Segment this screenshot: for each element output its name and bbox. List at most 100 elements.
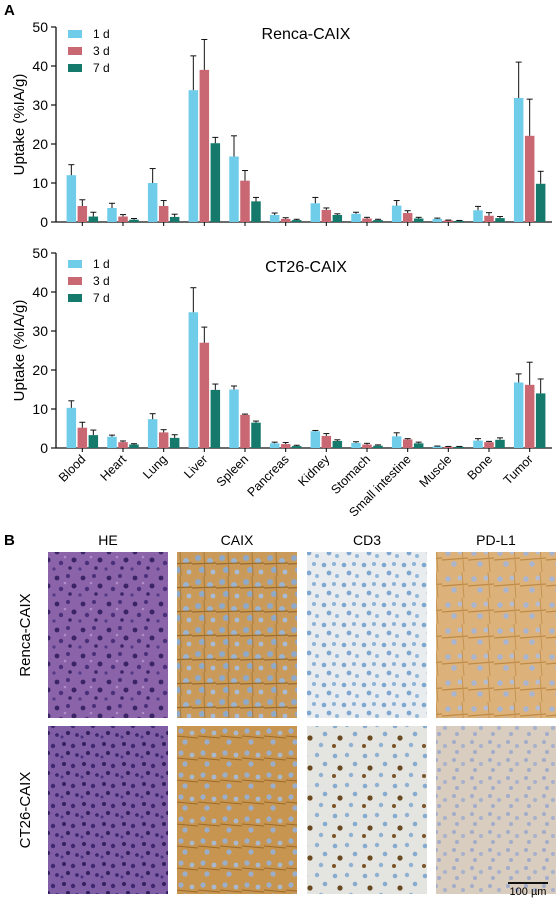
bar [432, 218, 443, 222]
bar [332, 440, 343, 448]
chart-title: CT26-CAIX [265, 259, 347, 276]
x-tick-label: Liver [181, 452, 210, 481]
y-axis-label: Uptake (%IA/g) [11, 74, 28, 176]
x-tick-label: Heart [98, 452, 130, 484]
histology-column-label: CAIX [221, 532, 254, 548]
bar [129, 444, 139, 448]
chart-ct26-caix: 0 10 20 30 40 50 Uptake (%IA/g) CT26-CAIX Blood H… [11, 245, 552, 520]
bar [291, 446, 302, 448]
bar [66, 407, 77, 448]
bar [535, 183, 546, 222]
histology-row-label: Renca-CAIX [17, 593, 34, 676]
histology-image [307, 552, 427, 718]
bar [280, 218, 291, 222]
bar [269, 214, 280, 222]
panel-label-a: A [4, 2, 15, 19]
bar [495, 439, 505, 448]
bar [484, 442, 494, 448]
bar [88, 435, 99, 448]
legend-swatch [68, 277, 82, 285]
bar [362, 218, 372, 222]
bar [351, 213, 361, 222]
bar [513, 97, 524, 222]
bar [413, 218, 424, 222]
bar [199, 342, 210, 448]
legend-swatch [68, 64, 82, 72]
bar [332, 214, 343, 222]
x-tick-label: Kidney [296, 452, 333, 489]
bar [251, 201, 261, 222]
histology-panel: HE CAIX CD3 PD-L1 Renca-CAIX CT26-CAIX 100 µm [17, 532, 556, 898]
bar [118, 442, 128, 448]
bar [373, 220, 383, 222]
y-tick-label: 30 [32, 97, 48, 113]
y-tick-label: 20 [32, 362, 48, 378]
y-tick-label: 10 [32, 401, 48, 417]
x-tick-label: Spleen [214, 452, 251, 489]
y-tick-label: 0 [40, 440, 48, 456]
bar [391, 436, 402, 448]
bar [229, 156, 239, 222]
bar [291, 220, 302, 222]
bar [402, 213, 413, 222]
bar [107, 436, 117, 448]
bar [310, 431, 321, 448]
x-tick-label: Muscle [417, 452, 455, 490]
bar [147, 419, 158, 448]
y-tick-label: 20 [32, 136, 48, 152]
bar [229, 389, 239, 448]
bar [495, 218, 505, 222]
bar [443, 446, 454, 448]
bar [413, 443, 424, 448]
histology-image [48, 726, 168, 894]
bar [210, 143, 221, 222]
y-tick-label: 50 [32, 19, 48, 35]
y-tick-label: 0 [40, 214, 48, 230]
legend-swatch [68, 294, 82, 302]
bar [240, 180, 250, 222]
bar [269, 443, 280, 448]
bar [107, 207, 117, 222]
bar [373, 445, 383, 448]
bar [473, 440, 483, 448]
legend-label: 1 d [93, 257, 110, 271]
histology-row-label: CT26-CAIX [17, 772, 34, 849]
bar [391, 205, 402, 222]
legend-label: 7 d [93, 61, 110, 75]
chart-renca-caix: 0 10 20 30 40 50 Uptake (%IA/g) Renca-CAIX 1 d 3 … [11, 19, 552, 230]
bar [188, 90, 199, 223]
histology-image [48, 552, 168, 718]
bar [443, 220, 454, 222]
y-tick-label: 30 [32, 323, 48, 339]
bar [147, 183, 158, 222]
x-tick-label: Pancreas [245, 452, 292, 499]
histology-column-label: PD-L1 [476, 532, 516, 548]
legend-swatch [68, 47, 82, 55]
bar [454, 220, 465, 222]
legend-label: 7 d [93, 291, 110, 305]
histology-image [177, 726, 297, 894]
bar [432, 446, 443, 448]
bar [118, 216, 128, 222]
histology-image [436, 726, 556, 894]
bar [158, 432, 169, 448]
bar [88, 216, 99, 222]
histology-image [177, 552, 297, 718]
x-tick-label: Bone [465, 452, 496, 483]
histology-column-label: HE [98, 532, 117, 548]
chart-title: Renca-CAIX [262, 26, 351, 43]
legend-label: 3 d [93, 44, 110, 58]
bar [240, 414, 250, 448]
x-tick-label: Blood [56, 452, 89, 485]
histology-image [307, 726, 427, 894]
bar [454, 446, 465, 448]
bar [321, 435, 332, 448]
scale-bar [508, 882, 548, 884]
histology-column-label: CD3 [353, 532, 381, 548]
histology-image [436, 552, 556, 718]
scale-bar-label: 100 µm [510, 886, 547, 898]
bar [169, 216, 180, 222]
bar [535, 393, 546, 448]
legend-swatch [68, 30, 82, 38]
bar [513, 382, 524, 448]
